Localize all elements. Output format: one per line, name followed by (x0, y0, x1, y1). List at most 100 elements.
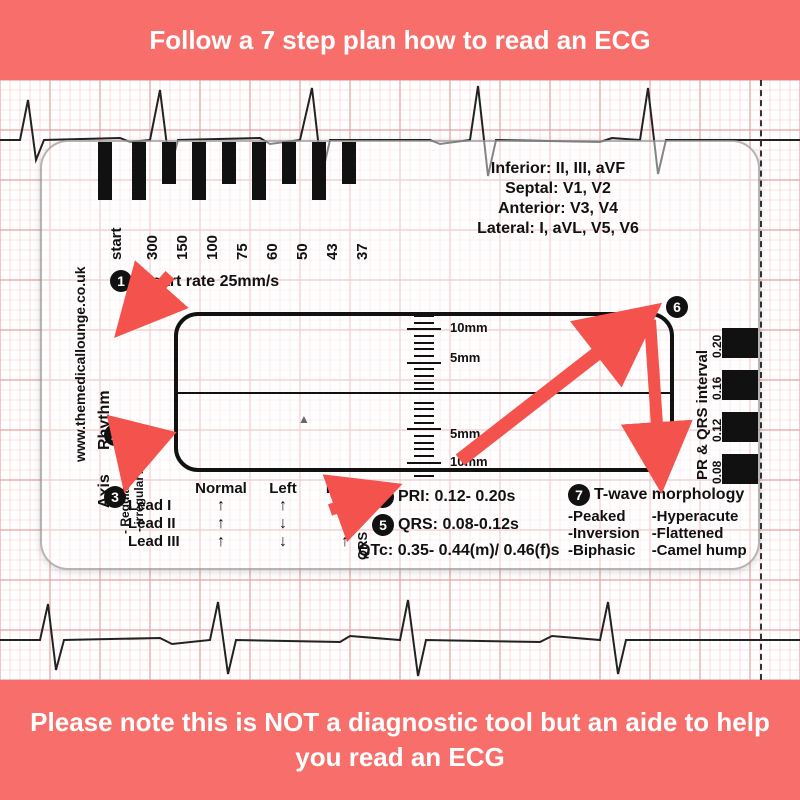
mm-tick (414, 322, 434, 324)
rate-label: 37 (354, 243, 371, 260)
stage: start3001501007560504337 www.themedicall… (0, 80, 800, 680)
rate-tick (342, 142, 356, 184)
mm-tick (414, 435, 434, 437)
axis-header: Right (318, 480, 372, 497)
qtc-text: QTc: 0.35- 0.44(m)/ 0.46(f)s (358, 542, 560, 560)
axis-row: Lead I ↑ ↑ ↓ (128, 497, 372, 515)
rate-label: 50 (294, 243, 311, 260)
pr-interval-title: PR & QRS interval (694, 350, 711, 480)
rate-label: 60 (264, 243, 281, 260)
mm-tick (414, 408, 434, 410)
mm-tick (414, 342, 434, 344)
lead-group-line: Anterior: V3, V4 (428, 200, 688, 218)
rate-tick (252, 142, 266, 200)
step-3-label: Axis (96, 474, 114, 508)
mm-tick (414, 422, 434, 424)
axis-cell: ↑ (256, 497, 310, 515)
ecg-midline (178, 392, 670, 394)
twave-item: -Camel hump (652, 542, 747, 559)
mm-label: 5mm (450, 426, 480, 441)
mm-tick (414, 455, 434, 457)
rate-start-label: start (108, 227, 125, 260)
mm-tick (414, 335, 434, 337)
pr-value: 0.16 (710, 377, 724, 400)
step-2-label: Rhythm (96, 390, 114, 450)
mm-tick (407, 462, 441, 464)
lead-groups: Inferior: II, III, aVF Septal: V1, V2 An… (428, 160, 688, 240)
axis-row: Lead II↑↓↓ (128, 515, 372, 533)
step-7-label: T-wave morphology (594, 486, 744, 504)
axis-cell: ↑ (194, 515, 248, 533)
axis-row: Lead III↑↓↑ (128, 533, 372, 551)
axis-cell: ↓ (318, 515, 372, 533)
axis-cell: ↑ (194, 497, 248, 515)
axis-cell: ↓ (256, 515, 310, 533)
mm-tick (414, 375, 434, 377)
mm-tick (414, 355, 434, 357)
mm-tick (414, 315, 434, 317)
mm-label: 10mm (450, 454, 488, 469)
axis-lead: Lead III (128, 533, 186, 551)
step-4: 4 PRI: 0.12- 0.20s (372, 486, 515, 508)
mm-tick (414, 442, 434, 444)
step-7-badge: 7 (568, 484, 590, 506)
rate-label: 100 (204, 235, 221, 260)
triangle-marker: ▲ (298, 412, 310, 426)
mm-tick (407, 428, 441, 430)
pr-square (722, 454, 758, 484)
dashed-divider (760, 80, 762, 680)
pr-value: 0.12 (710, 419, 724, 442)
mm-tick (414, 468, 434, 470)
twave-item: -Biphasic (568, 542, 640, 559)
step-3: 3 Axis (104, 486, 130, 508)
lead-group-line: Inferior: II, III, aVF (428, 160, 688, 178)
step-1-badge: 1 (110, 270, 132, 292)
bottom-banner-text: Please note this is NOT a diagnostic too… (20, 705, 780, 775)
step-4-label: PRI: 0.12- 0.20s (398, 488, 515, 506)
pr-value: 0.08 (710, 461, 724, 484)
mm-tick (414, 415, 434, 417)
axis-cell: ↑ (194, 533, 248, 551)
step-6-badge: 6 (666, 296, 688, 318)
top-banner: Follow a 7 step plan how to read an ECG (0, 0, 800, 80)
pr-square (722, 370, 758, 400)
mm-tick (414, 402, 434, 404)
top-banner-text: Follow a 7 step plan how to read an ECG (149, 25, 650, 56)
rate-tick (98, 142, 112, 200)
rate-tick (132, 142, 146, 200)
website-url: www.themedicallounge.co.uk (72, 266, 88, 462)
axis-header: Normal (194, 480, 248, 497)
axis-cell: ↓ (256, 533, 310, 551)
step-1: 1 Heart rate 25mm/s (110, 270, 279, 292)
bottom-banner: Please note this is NOT a diagnostic too… (0, 680, 800, 800)
axis-lead: Lead I (128, 497, 186, 515)
pr-square (722, 412, 758, 442)
axis-cell: ↓ (318, 497, 372, 515)
pr-square (722, 328, 758, 358)
mm-tick (407, 362, 441, 364)
axis-table: Normal Left Right Lead I↑↑↓Lead II↑↓↓Lea… (128, 480, 372, 551)
mm-label: 5mm (450, 350, 480, 365)
mm-tick (414, 348, 434, 350)
pr-value: 0.20 (710, 335, 724, 358)
mm-tick (414, 475, 434, 477)
mm-tick (414, 368, 434, 370)
rate-tick (222, 142, 236, 184)
mm-tick (414, 388, 434, 390)
rate-tick (282, 142, 296, 184)
twave-item: -Peaked (568, 508, 640, 525)
twave-item: -Flattened (652, 525, 747, 542)
step-5-badge: 5 (372, 514, 394, 536)
step-7-twave: 7 T-wave morphology -Peaked -Inversion -… (568, 484, 747, 559)
step-5: 5 QRS: 0.08-0.12s (372, 514, 519, 536)
rate-label: 300 (144, 235, 161, 260)
twave-item: -Hyperacute (652, 508, 747, 525)
step-5-label: QRS: 0.08-0.12s (398, 516, 519, 534)
mm-label: 10mm (450, 320, 488, 335)
rate-label: 75 (234, 243, 251, 260)
rate-tick (192, 142, 206, 200)
ecg-ruler-card: start3001501007560504337 www.themedicall… (40, 140, 760, 570)
step-1-label: Heart rate 25mm/s (140, 273, 279, 290)
lead-group-line: Lateral: I, aVL, V5, V6 (428, 220, 688, 238)
mm-tick (407, 328, 441, 330)
